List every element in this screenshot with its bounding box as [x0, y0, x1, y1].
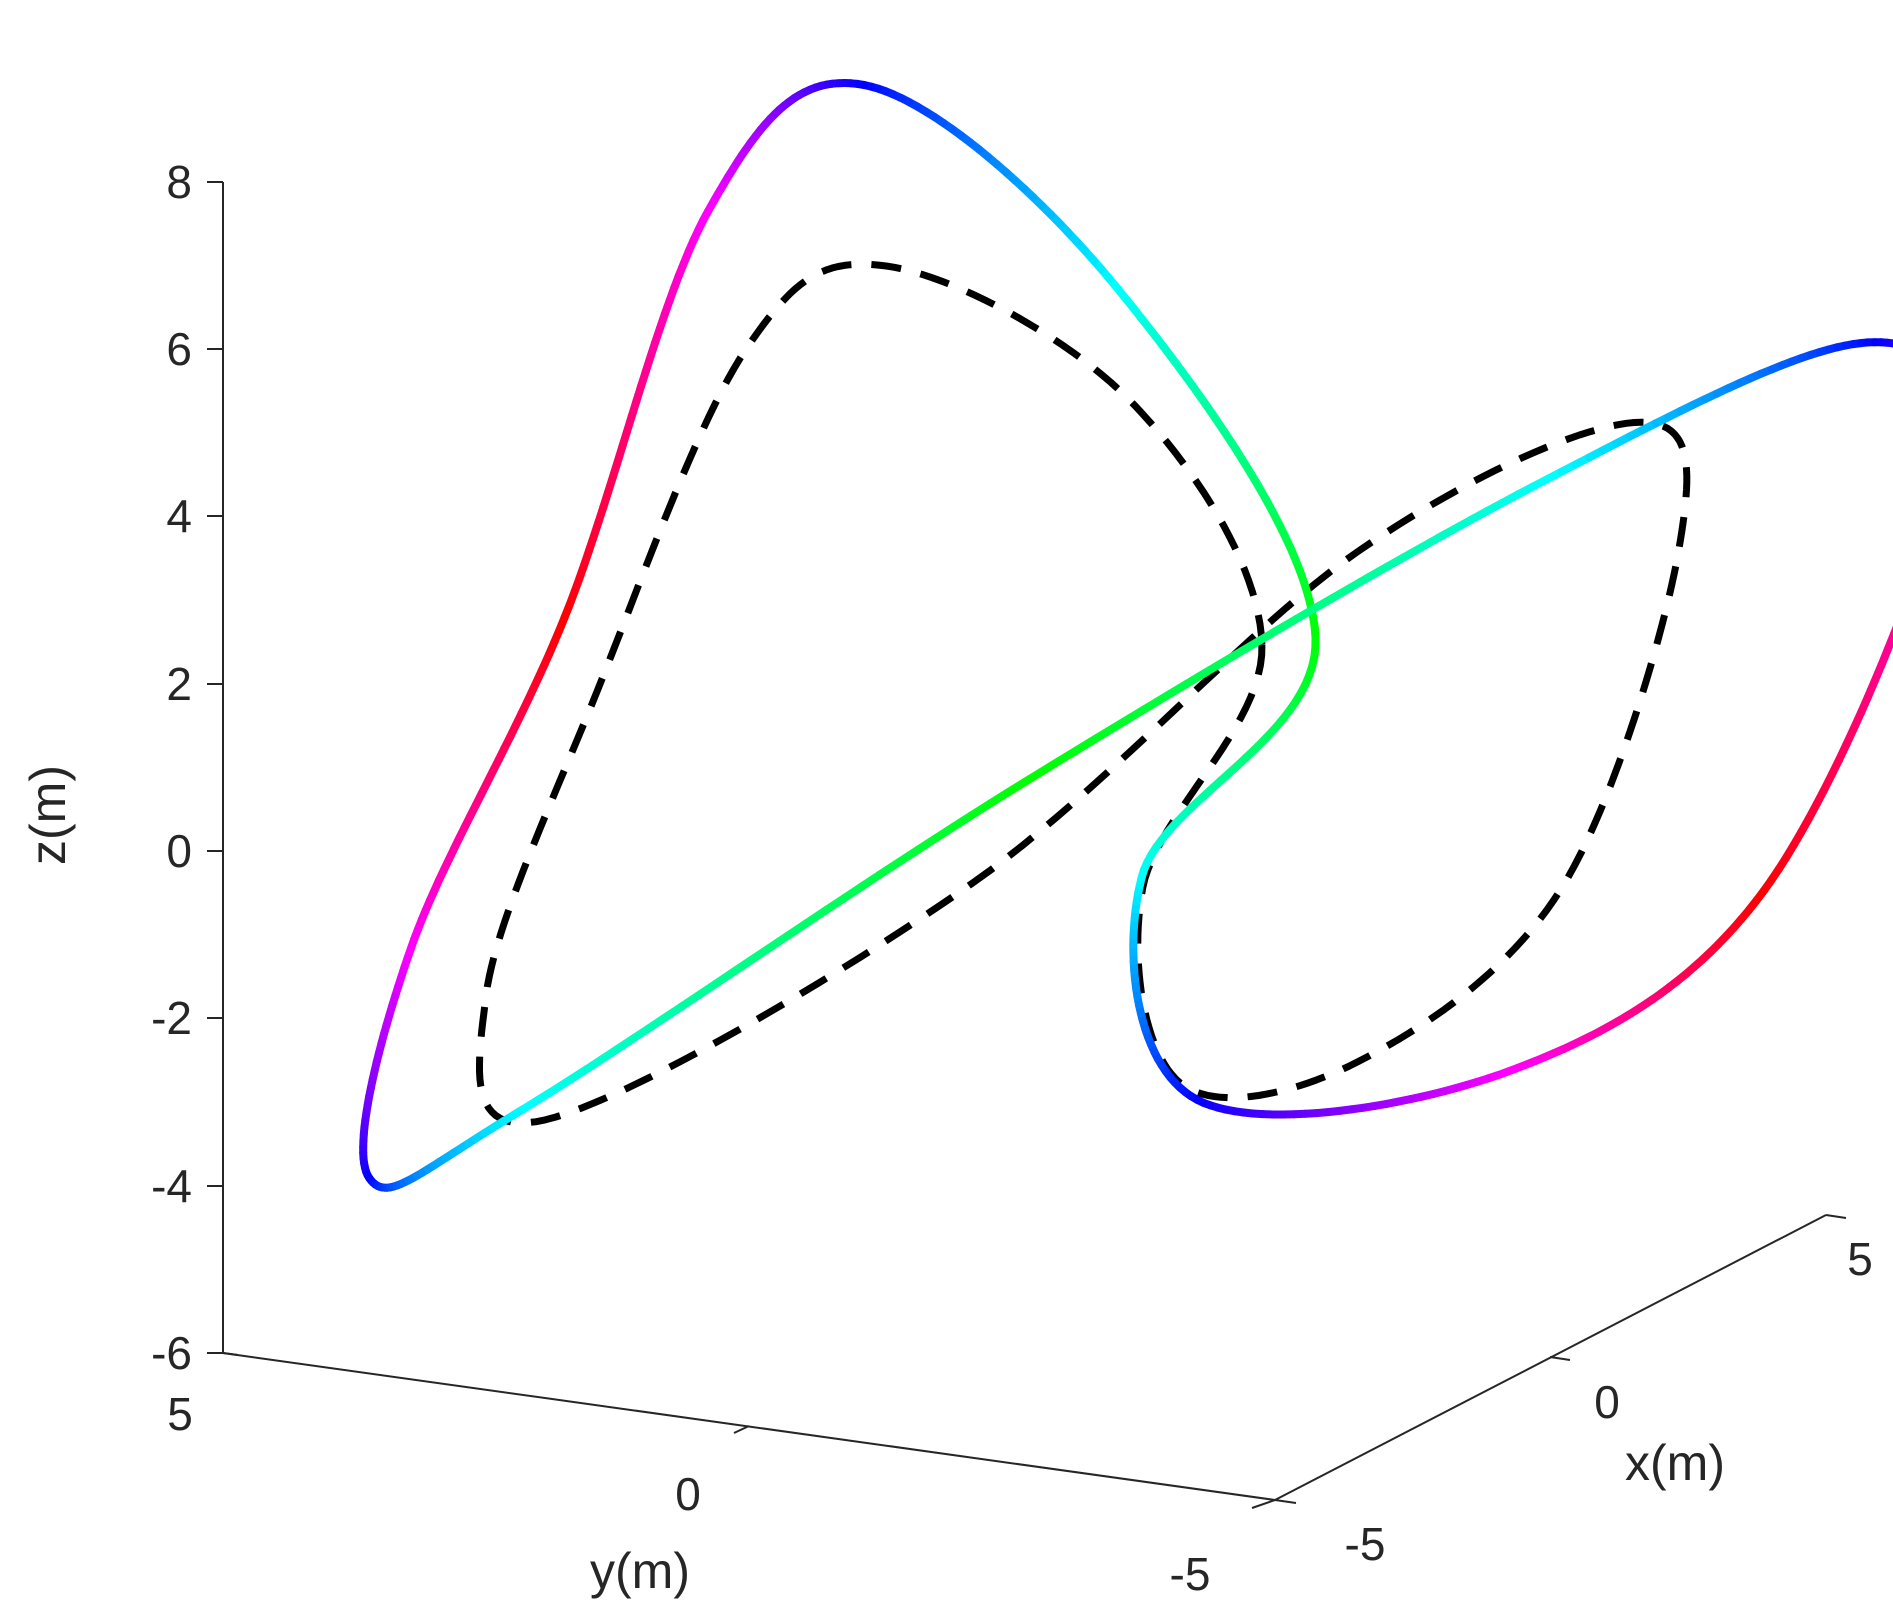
- x-tick-mark-5: [1825, 1214, 1847, 1219]
- y-ticks: 5 0 -5 y(m): [167, 1352, 1276, 1600]
- z-tick-label-neg4: -4: [151, 1160, 192, 1212]
- z-tick-label-neg2: -2: [151, 992, 192, 1044]
- z-axis-title: z(m): [20, 765, 76, 865]
- y-tick-mark-neg5: [1251, 1499, 1276, 1509]
- x-tick-label-5: 5: [1847, 1233, 1873, 1285]
- x-ticks: -5 0 5 x(m): [1274, 1214, 1873, 1570]
- y-tick-label-0: 0: [675, 1468, 701, 1520]
- plot-area: [359, 79, 1893, 1192]
- y-tick-mark-0: [733, 1425, 750, 1434]
- x-axis-title: x(m): [1625, 1435, 1725, 1491]
- y-tick-mark-5: [222, 1352, 239, 1356]
- x-tick-mark-0: [1549, 1356, 1571, 1361]
- z-tick-label-neg6: -6: [151, 1327, 192, 1379]
- z-tick-label-6: 6: [166, 323, 192, 375]
- y-tick-label-5: 5: [167, 1388, 193, 1440]
- z-tick-label-2: 2: [166, 658, 192, 710]
- x-tick-label-0: 0: [1594, 1376, 1620, 1428]
- z-tick-label-8: 8: [166, 156, 192, 208]
- z-ticks: 8 6 4 2 0 -2 -4 -6: [151, 156, 223, 1379]
- z-tick-label-4: 4: [166, 490, 192, 542]
- x-tick-mark-neg5: [1274, 1499, 1297, 1504]
- x-tick-label-neg5: -5: [1345, 1518, 1386, 1570]
- z-tick-label-0: 0: [166, 825, 192, 877]
- y-axis-title: y(m): [590, 1543, 690, 1599]
- y-tick-label-neg5: -5: [1170, 1548, 1211, 1600]
- reference-trajectory-dashed: [476, 260, 1691, 1127]
- trajectory-colored: [359, 79, 1893, 1192]
